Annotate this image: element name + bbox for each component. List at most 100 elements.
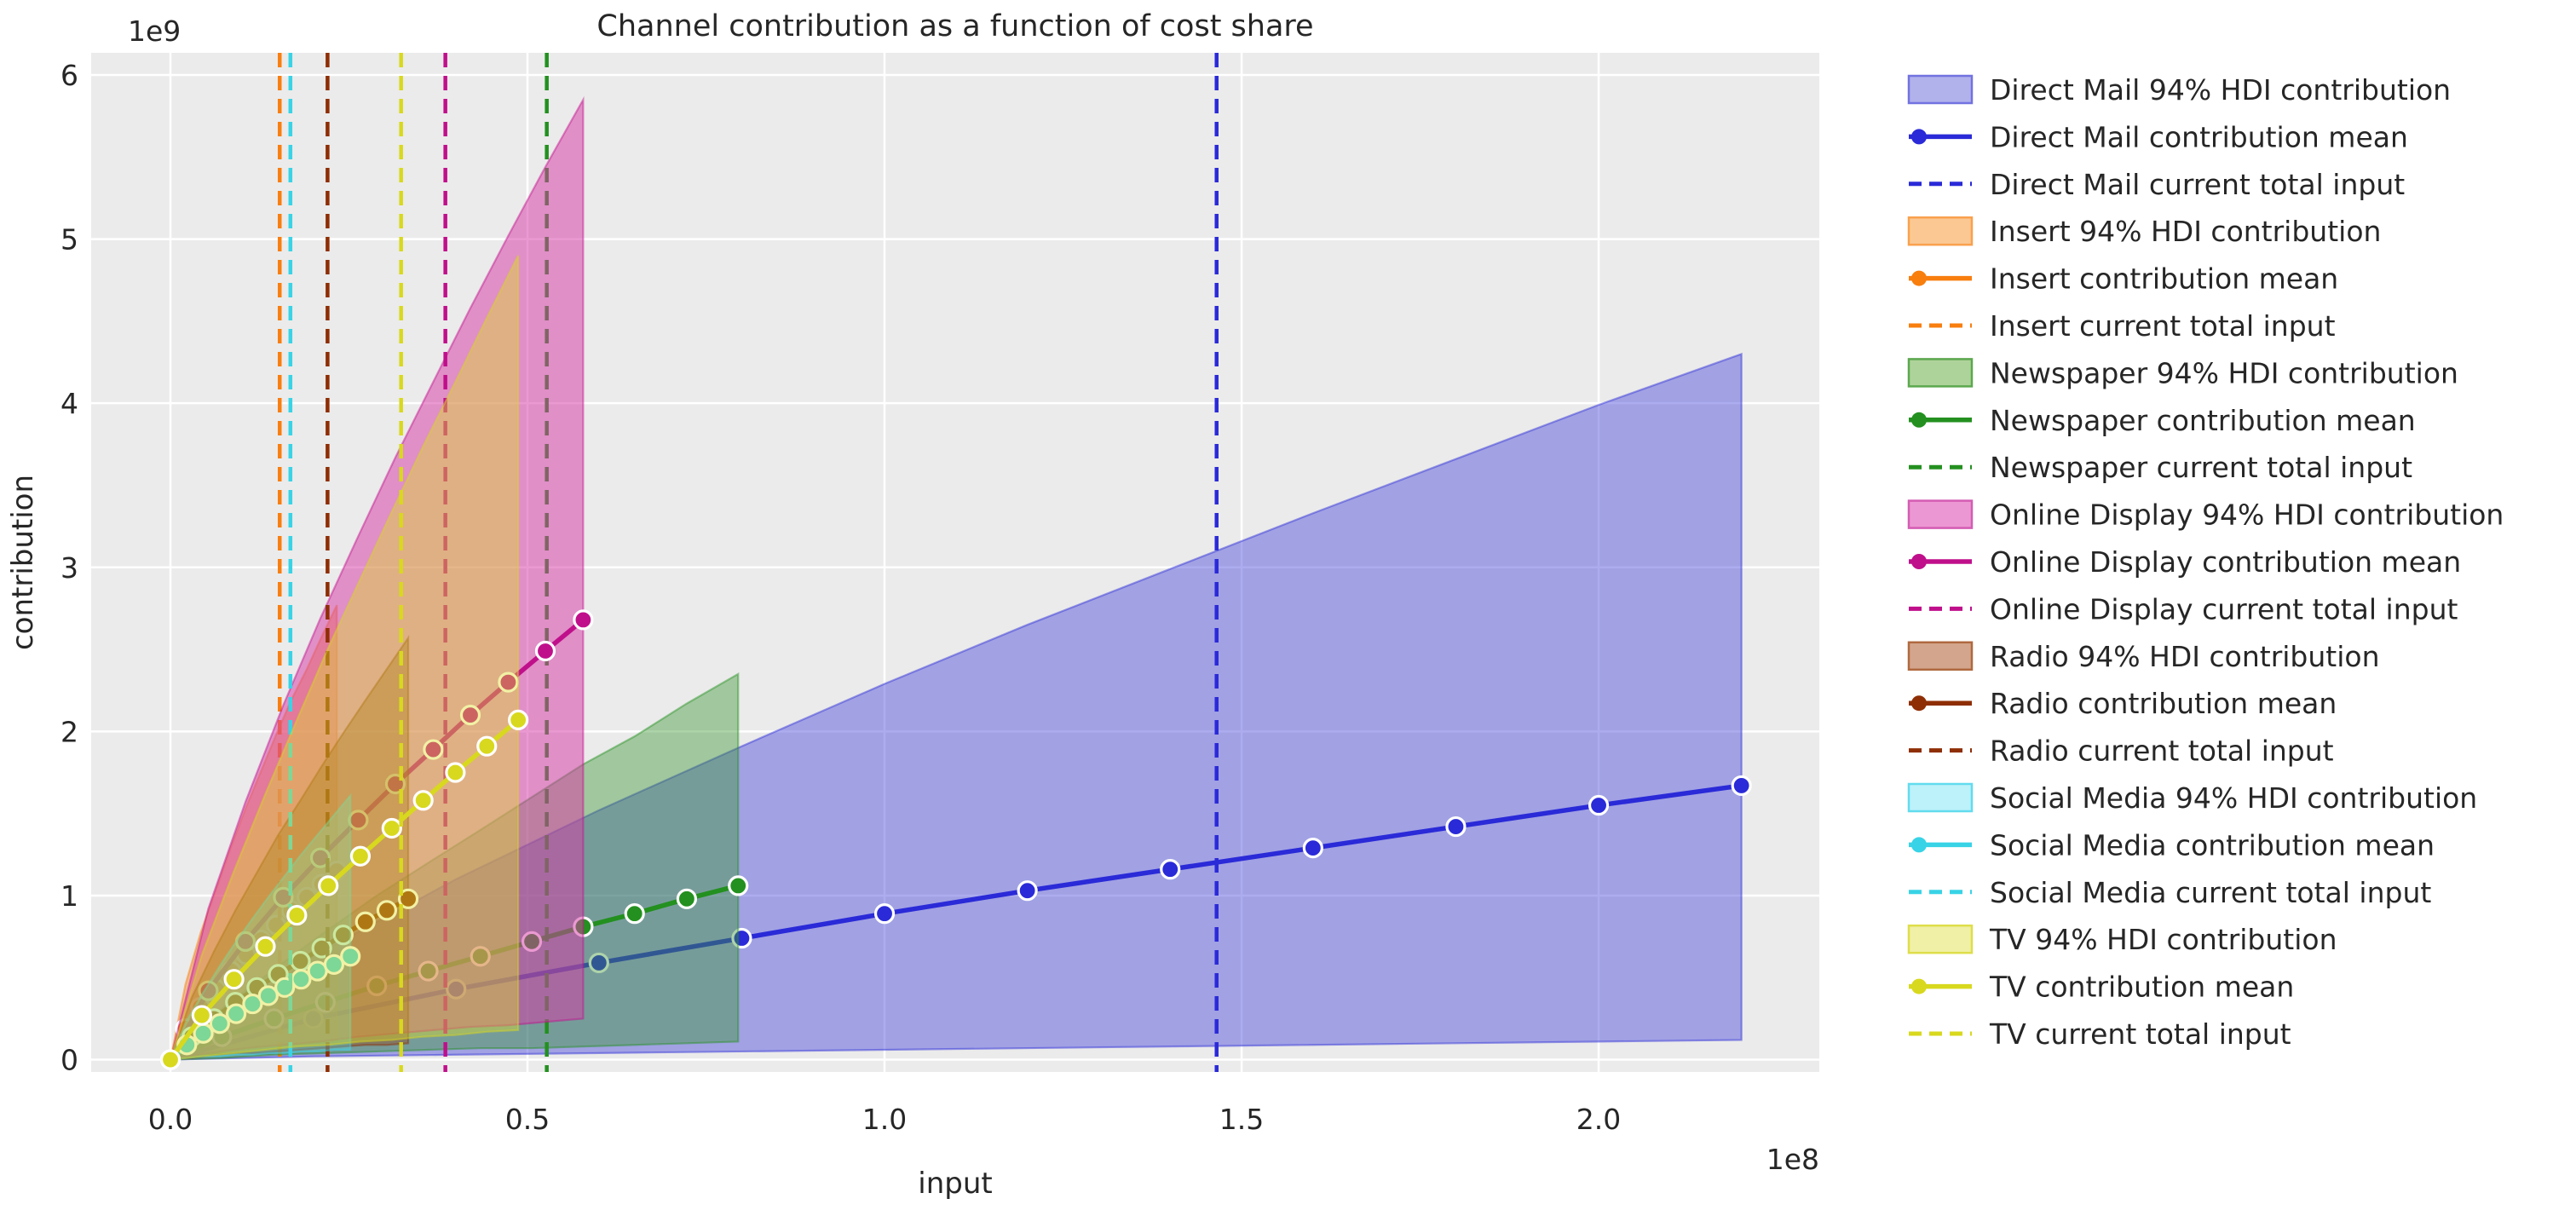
online-display-mean-marker bbox=[309, 847, 331, 868]
tv-legend-input: TV current total input bbox=[1909, 1017, 2291, 1051]
y-tick-label: 6 bbox=[61, 59, 78, 92]
social-media-mean-marker bbox=[242, 993, 263, 1015]
online-display-legend-mean-swatch-marker bbox=[1911, 554, 1927, 569]
y-tick-label: 3 bbox=[61, 551, 78, 585]
radio-legend-hdi-label: Radio 94% HDI contribution bbox=[1990, 640, 2380, 673]
direct-mail-legend-input-label: Direct Mail current total input bbox=[1990, 168, 2405, 201]
online-display-mean-marker bbox=[234, 931, 256, 952]
direct-mail-mean-marker bbox=[1160, 859, 1181, 880]
tv-legend-mean-swatch-marker bbox=[1911, 978, 1927, 994]
online-display-legend-hdi-label: Online Display 94% HDI contribution bbox=[1990, 499, 2504, 532]
y-tick-label: 1 bbox=[61, 879, 78, 913]
direct-mail-mean-marker bbox=[1445, 815, 1467, 838]
online-display-mean-marker bbox=[423, 739, 444, 760]
tv-series bbox=[159, 53, 529, 1072]
social-media-legend-hdi-label: Social Media 94% HDI contribution bbox=[1990, 781, 2477, 815]
online-display-hdi-band bbox=[169, 95, 585, 1061]
online-display-legend-input: Online Display current total input bbox=[1909, 592, 2458, 625]
online-display-mean-marker bbox=[273, 886, 294, 908]
newspaper-legend-mean: Newspaper contribution mean bbox=[1909, 404, 2416, 437]
direct-mail-mean-marker bbox=[731, 927, 752, 949]
chart-legend: Direct Mail 94% HDI contribution Direct M… bbox=[1907, 73, 2504, 1051]
x-axis-label: input bbox=[918, 1167, 992, 1201]
radio-legend-input: Radio current total input bbox=[1909, 735, 2334, 768]
x-tick-label: 0.0 bbox=[148, 1103, 193, 1136]
axis-ticks: 0.0 0.5 1.0 1.5 2.0 0 1 2 3 4 5 6 bbox=[61, 59, 1621, 1136]
newspaper-legend-hdi: Newspaper 94% HDI contribution bbox=[1907, 356, 2458, 389]
insert-legend-mean-label: Insert contribution mean bbox=[1990, 262, 2338, 296]
social-media-mean-marker bbox=[209, 1013, 230, 1034]
tv-legend-hdi-label: TV 94% HDI contribution bbox=[1989, 923, 2337, 956]
y-tick-label: 4 bbox=[61, 387, 78, 420]
social-media-mean-marker bbox=[257, 985, 279, 1006]
social-media-hdi-band bbox=[169, 792, 352, 1061]
radio-legend-mean: Radio contribution mean bbox=[1909, 687, 2337, 720]
tv-mean-marker bbox=[318, 875, 339, 896]
online-display-mean-marker bbox=[348, 810, 369, 831]
tv-hdi-band bbox=[169, 255, 520, 1061]
radio-mean-marker bbox=[354, 911, 376, 932]
tv-mean-marker bbox=[286, 904, 308, 926]
newspaper-mean-marker bbox=[676, 888, 698, 909]
social-media-legend-mean: Social Media contribution mean bbox=[1909, 828, 2435, 862]
direct-mail-mean-marker bbox=[1731, 775, 1752, 797]
newspaper-legend-mean-swatch-marker bbox=[1911, 412, 1927, 428]
social-media-legend-hdi: Social Media 94% HDI contribution bbox=[1907, 781, 2477, 815]
social-media-mean-marker bbox=[340, 946, 361, 967]
tv-mean-marker bbox=[381, 817, 402, 839]
direct-mail-mean-marker bbox=[1302, 838, 1323, 859]
direct-mail-mean-marker bbox=[873, 903, 896, 925]
x-tick-label: 1.0 bbox=[862, 1103, 907, 1136]
social-media-legend-hdi-swatch bbox=[1907, 782, 1974, 813]
insert-legend-hdi-swatch bbox=[1907, 216, 1974, 246]
online-display-legend-mean-label: Online Display contribution mean bbox=[1990, 545, 2461, 579]
direct-mail-mean-marker bbox=[1017, 880, 1038, 902]
radio-legend-input-label: Radio current total input bbox=[1990, 735, 2334, 768]
radio-legend-mean-swatch-marker bbox=[1911, 695, 1927, 712]
insert-legend-hdi-label: Insert 94% HDI contribution bbox=[1990, 215, 2381, 248]
y-tick-label: 2 bbox=[61, 715, 78, 748]
newspaper-legend-input-label: Newspaper current total input bbox=[1990, 451, 2412, 484]
tv-legend-hdi-swatch bbox=[1907, 924, 1974, 954]
direct-mail-legend-input: Direct Mail current total input bbox=[1909, 168, 2405, 201]
social-media-legend-mean-swatch-marker bbox=[1911, 837, 1927, 853]
tv-mean-marker bbox=[191, 1005, 212, 1026]
tv-legend-mean-label: TV contribution mean bbox=[1989, 971, 2294, 1004]
online-display-mean-marker bbox=[498, 671, 519, 693]
tv-mean-marker bbox=[476, 735, 498, 757]
social-media-mean-marker bbox=[323, 954, 345, 975]
tv-legend-hdi: TV 94% HDI contribution bbox=[1907, 923, 2337, 956]
insert-legend-mean-swatch-marker bbox=[1911, 270, 1927, 286]
y-axis-label: contribution bbox=[6, 475, 40, 650]
online-display-mean-marker bbox=[198, 980, 219, 1001]
social-media-mean-marker bbox=[226, 1003, 247, 1024]
tv-legend-mean: TV contribution mean bbox=[1909, 971, 2294, 1004]
tv-mean-marker bbox=[412, 790, 434, 811]
insert-legend-mean: Insert contribution mean bbox=[1909, 262, 2338, 296]
radio-mean-marker bbox=[332, 925, 354, 946]
newspaper-legend-hdi-swatch bbox=[1907, 358, 1974, 388]
online-display-legend-input-label: Online Display current total input bbox=[1990, 592, 2458, 625]
radio-legend-hdi: Radio 94% HDI contribution bbox=[1907, 640, 2380, 673]
insert-legend-input: Insert current total input bbox=[1909, 309, 2336, 343]
newspaper-legend-hdi-label: Newspaper 94% HDI contribution bbox=[1990, 356, 2458, 389]
online-display-legend-mean: Online Display contribution mean bbox=[1909, 545, 2461, 579]
x-tick-label: 1.5 bbox=[1219, 1103, 1264, 1136]
y-tick-label: 0 bbox=[61, 1044, 78, 1077]
tv-mean-marker bbox=[255, 936, 276, 957]
online-display-mean-marker bbox=[459, 705, 481, 726]
insert-legend-hdi: Insert 94% HDI contribution bbox=[1907, 215, 2381, 248]
direct-mail-legend-mean: Direct Mail contribution mean bbox=[1909, 120, 2408, 153]
radio-mean-marker bbox=[397, 888, 419, 909]
series-layer bbox=[159, 53, 1752, 1072]
social-media-legend-input: Social Media current total input bbox=[1909, 876, 2431, 909]
direct-mail-legend-mean-swatch-marker bbox=[1911, 129, 1927, 145]
y-tick-label: 5 bbox=[61, 223, 78, 256]
x-tick-label: 2.0 bbox=[1576, 1103, 1621, 1136]
social-media-legend-mean-label: Social Media contribution mean bbox=[1990, 828, 2435, 862]
radio-legend-hdi-swatch bbox=[1907, 641, 1974, 671]
radio-mean-marker bbox=[376, 900, 398, 921]
tv-mean-marker bbox=[159, 1049, 182, 1070]
newspaper-legend-input: Newspaper current total input bbox=[1909, 451, 2412, 484]
